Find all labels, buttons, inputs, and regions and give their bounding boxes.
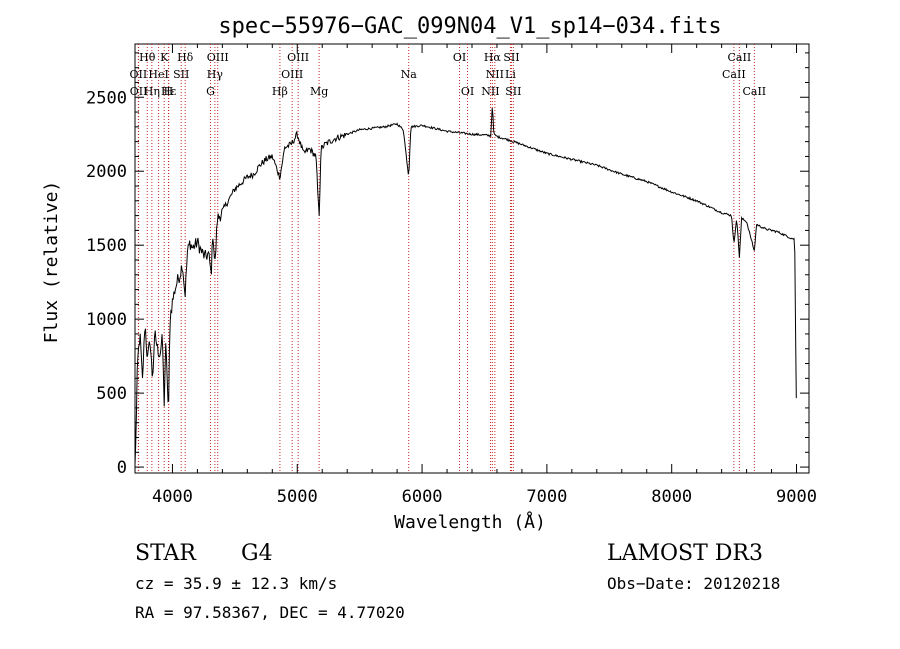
reference-label: Hβ — [272, 85, 288, 98]
x-tick-label: 8000 — [651, 487, 692, 507]
reference-label: OI — [453, 51, 466, 64]
y-tick-label: 1500 — [86, 236, 127, 256]
reference-label: OII — [130, 68, 148, 81]
x-tick-label: 7000 — [526, 487, 567, 507]
reference-label: OI — [461, 85, 474, 98]
reference-label: Hγ — [207, 68, 224, 81]
reference-label: G — [206, 85, 215, 98]
reference-label: Hθ — [139, 51, 156, 64]
reference-label: CaII — [742, 85, 766, 98]
object-subclass: G4 — [241, 541, 273, 566]
x-tick-label: 5000 — [277, 487, 318, 507]
reference-lines — [137, 44, 755, 473]
x-tick-label: 4000 — [152, 487, 193, 507]
reference-label: OII — [130, 85, 148, 98]
reference-label: HeI — [148, 68, 168, 81]
plot-frame — [134, 43, 810, 474]
reference-label: Hα — [484, 51, 502, 64]
survey-name: LAMOST DR3 — [607, 541, 763, 566]
obs-date: Obs−Date: 20120218 — [607, 574, 780, 593]
coordinates: RA = 97.58367, DEC = 4.77020 — [135, 603, 405, 622]
reference-label: H — [164, 85, 174, 98]
reference-label: CaII — [722, 68, 746, 81]
y-tick-labels: 0 500 1000 1500 2000 2500 — [86, 88, 127, 478]
y-tick-label: 500 — [96, 384, 127, 404]
y-tick-label: 1000 — [86, 310, 127, 330]
y-axis-label: Flux (relative) — [41, 181, 62, 344]
spectrum-info: STAR G4 LAMOST DR3 cz = 35.9 ± 12.3 km/s… — [135, 541, 780, 622]
reference-label: NII — [481, 85, 499, 98]
reference-label: Hη — [144, 85, 160, 98]
reference-label: Na — [401, 68, 418, 81]
x-axis-label: Wavelength (Å) — [394, 511, 546, 533]
x-tick-label: 9000 — [776, 487, 817, 507]
y-tick-label: 0 — [117, 458, 127, 478]
reference-label: Hε — [161, 85, 177, 98]
x-tick-label: 6000 — [402, 487, 443, 507]
reference-label: SII — [503, 51, 519, 64]
object-class: STAR — [135, 541, 197, 566]
reference-label: OIII — [281, 68, 303, 81]
spectrum-line — [134, 107, 797, 466]
y-tick-label: 2500 — [86, 88, 127, 108]
x-tick-labels: 4000 5000 6000 7000 8000 9000 — [152, 487, 817, 507]
reference-label: SII — [505, 85, 521, 98]
redshift-value: cz = 35.9 ± 12.3 km/s — [135, 574, 337, 593]
series-group — [134, 107, 797, 466]
y-tick-label: 2000 — [86, 162, 127, 182]
reference-label: NII — [486, 68, 504, 81]
reference-label: OIII — [207, 51, 229, 64]
reference-label: CaII — [728, 51, 752, 64]
chart-title: spec−55976−GAC_099N04_V1_sp14−034.fits — [218, 14, 721, 39]
reference-label: K — [160, 51, 169, 64]
reference-label: Mg — [310, 85, 328, 98]
reference-label: Li — [505, 68, 516, 81]
axis-ticks — [135, 44, 809, 473]
reference-label: OIII — [287, 51, 309, 64]
reference-label: SII — [173, 68, 189, 81]
reference-label: Hδ — [177, 51, 194, 64]
